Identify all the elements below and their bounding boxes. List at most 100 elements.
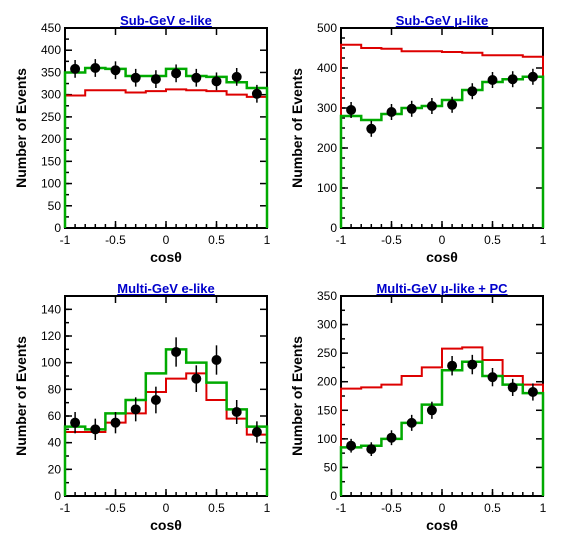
ytick-label: 400 — [41, 43, 61, 57]
ytick-label: 100 — [41, 356, 61, 370]
data-point — [172, 348, 181, 357]
data-point — [91, 425, 100, 434]
xtick-label: -0.5 — [105, 501, 126, 515]
ytick-label: 120 — [41, 329, 61, 343]
data-point — [488, 373, 497, 382]
ytick-label: 60 — [48, 409, 62, 423]
chart-panel: Sub-GeV μ-like0100200300400500-1-0.500.5… — [286, 10, 551, 270]
plot-frame — [65, 28, 267, 228]
data-point — [172, 69, 181, 78]
xtick-label: 1 — [539, 233, 546, 247]
data-point — [111, 66, 120, 75]
x-axis-label: cosθ — [150, 249, 182, 265]
ytick-label: 200 — [316, 141, 336, 155]
ytick-label: 400 — [316, 61, 336, 75]
data-point — [232, 72, 241, 81]
data-point — [447, 100, 456, 109]
xtick-label: 0.5 — [484, 233, 501, 247]
data-point — [212, 356, 221, 365]
data-point — [467, 360, 476, 369]
data-point — [528, 72, 537, 81]
ytick-label: 300 — [41, 88, 61, 102]
data-point — [407, 104, 416, 113]
xtick-label: -1 — [60, 233, 71, 247]
xtick-label: 1 — [264, 233, 271, 247]
data-point — [366, 124, 375, 133]
data-point — [528, 388, 537, 397]
chart-panel: Multi-GeV e-like 0 20 40 60 80 100 120 140 -1 -0.5… — [10, 278, 275, 538]
xtick-label: -1 — [335, 233, 346, 247]
ytick-label: 350 — [41, 65, 61, 79]
data-point — [366, 445, 375, 454]
ytick-label: 140 — [41, 302, 61, 316]
data-point — [252, 428, 261, 437]
data-point — [387, 108, 396, 117]
chart: Sub-GeV e-like05010015020025030035040045… — [10, 10, 275, 270]
data-point — [252, 89, 261, 98]
ytick-label: 40 — [48, 436, 62, 450]
data-point — [131, 73, 140, 82]
chart-panel: Sub-GeV e-like05010015020025030035040045… — [10, 10, 275, 270]
xtick-label: 0 — [163, 233, 170, 247]
ytick-label: 100 — [41, 177, 61, 191]
data-point — [151, 396, 160, 405]
data-point — [488, 76, 497, 85]
ytick-label: 200 — [41, 132, 61, 146]
xtick-label: 1 — [539, 501, 546, 515]
plot-frame — [65, 296, 267, 496]
data-point — [447, 361, 456, 370]
ytick-label: 250 — [41, 110, 61, 124]
xtick-label: -0.5 — [381, 501, 402, 515]
data-point — [192, 374, 201, 383]
chart: Multi-GeV e-like 0 20 40 60 80 100 120 140 -1 -0.5… — [10, 278, 275, 538]
data-point — [346, 106, 355, 115]
x-axis-label: cosθ — [426, 249, 458, 265]
data-point — [407, 418, 416, 427]
chart-title: Multi-GeV e-like — [117, 281, 215, 296]
xtick-label: 1 — [264, 501, 271, 515]
ytick-label: 350 — [316, 289, 336, 303]
xtick-label: 0 — [163, 501, 170, 515]
ytick-label: 100 — [316, 432, 336, 446]
data-point — [91, 64, 100, 73]
data-point — [232, 408, 241, 417]
xtick-label: -0.5 — [105, 233, 126, 247]
ytick-label: 100 — [316, 181, 336, 195]
ytick-label: 150 — [41, 154, 61, 168]
data-point — [131, 405, 140, 414]
data-point — [212, 77, 221, 86]
data-point — [508, 75, 517, 84]
ytick-label: 300 — [316, 101, 336, 115]
data-point — [71, 64, 80, 73]
xtick-label: 0 — [438, 501, 445, 515]
xtick-label: -1 — [335, 501, 346, 515]
y-axis-label: Number of Events — [13, 68, 29, 188]
data-point — [111, 418, 120, 427]
y-axis-label: Number of Events — [289, 336, 305, 456]
chart-title: Sub-GeV e-like — [120, 13, 212, 28]
ytick-label: 250 — [316, 346, 336, 360]
y-axis-label: Number of Events — [289, 68, 305, 188]
chart: Multi-GeV μ-like + PC0501001502002503003… — [286, 278, 551, 538]
data-point — [387, 433, 396, 442]
histogram-green — [341, 77, 543, 228]
xtick-label: 0.5 — [208, 501, 225, 515]
histogram-red — [65, 89, 267, 228]
xtick-label: -0.5 — [381, 233, 402, 247]
x-axis-label: cosθ — [426, 517, 458, 533]
ytick-label: 450 — [41, 21, 61, 35]
data-point — [346, 441, 355, 450]
ytick-label: 500 — [316, 21, 336, 35]
xtick-label: 0.5 — [208, 233, 225, 247]
chart: Sub-GeV μ-like0100200300400500-1-0.500.5… — [286, 10, 551, 270]
ytick-label: 300 — [316, 318, 336, 332]
xtick-label: 0 — [438, 233, 445, 247]
ytick-label: 200 — [316, 375, 336, 389]
ytick-label: 80 — [48, 382, 62, 396]
ytick-label: 20 — [48, 462, 62, 476]
xtick-label: -1 — [60, 501, 71, 515]
ytick-label: 150 — [316, 403, 336, 417]
data-point — [71, 418, 80, 427]
data-point — [508, 383, 517, 392]
data-point — [151, 75, 160, 84]
